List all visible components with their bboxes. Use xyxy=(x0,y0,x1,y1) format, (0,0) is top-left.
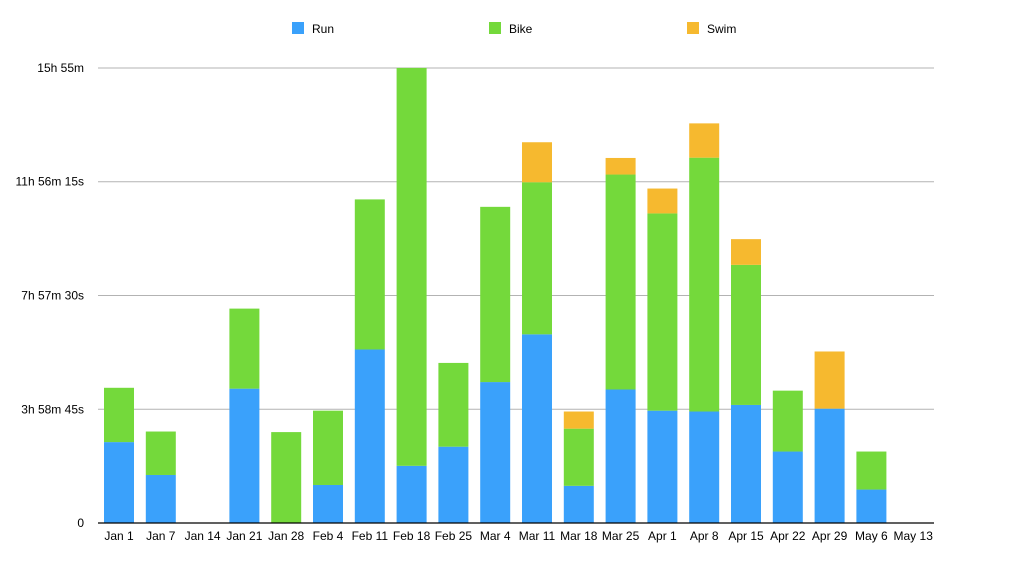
bar-run-jan-21 xyxy=(229,388,260,523)
bar-bike-feb-4 xyxy=(313,410,343,485)
bar-run-apr-1 xyxy=(647,410,678,523)
bar-run-mar-4 xyxy=(480,382,511,523)
x-tick-label: Feb 25 xyxy=(435,529,473,543)
bar-bike-apr-1 xyxy=(647,213,678,411)
bar-bike-jan-7 xyxy=(145,431,176,475)
bar-run-apr-15 xyxy=(731,404,761,523)
x-tick-label: Jan 1 xyxy=(104,529,134,543)
legend-swatch-bike xyxy=(489,22,501,34)
bar-bike-feb-11 xyxy=(354,199,385,350)
bar-bike-mar-4 xyxy=(480,206,511,383)
x-tick-label: Feb 18 xyxy=(393,529,431,543)
bar-bike-mar-18 xyxy=(563,428,594,486)
legend-label-run: Run xyxy=(312,22,334,36)
x-tick-label: Feb 4 xyxy=(313,529,344,543)
bar-bike-jan-1 xyxy=(104,387,134,443)
bar-run-jan-7 xyxy=(145,474,176,523)
x-tick-label: Apr 8 xyxy=(690,529,719,543)
bar-run-mar-25 xyxy=(605,389,636,523)
x-tick-label: Apr 22 xyxy=(770,529,806,543)
legend-swatch-run xyxy=(292,22,304,34)
x-tick-label: Mar 4 xyxy=(480,529,511,543)
bar-swim-apr-29 xyxy=(814,351,845,409)
bar-swim-apr-15 xyxy=(731,239,761,265)
bar-run-apr-22 xyxy=(772,451,803,523)
bar-run-may-6 xyxy=(856,489,887,523)
x-tick-label: Mar 18 xyxy=(560,529,598,543)
x-tick-label: Feb 11 xyxy=(352,529,389,543)
bar-bike-feb-25 xyxy=(438,362,469,447)
x-tick-label: Jan 14 xyxy=(185,529,221,543)
bar-swim-mar-18 xyxy=(563,411,594,429)
x-tick-label: Jan 28 xyxy=(268,529,304,543)
bar-bike-mar-25 xyxy=(605,174,636,390)
bars xyxy=(104,67,887,523)
x-tick-label: Apr 15 xyxy=(728,529,764,543)
bar-run-apr-8 xyxy=(689,411,720,523)
bar-swim-apr-1 xyxy=(647,188,678,214)
legend-label-swim: Swim xyxy=(707,22,736,36)
bar-bike-jan-21 xyxy=(229,308,260,389)
bar-swim-mar-11 xyxy=(522,142,552,183)
bar-run-feb-25 xyxy=(438,446,469,523)
bar-swim-mar-25 xyxy=(605,157,636,175)
bar-run-apr-29 xyxy=(814,408,845,523)
x-tick-label: Mar 11 xyxy=(519,529,556,543)
bar-run-mar-18 xyxy=(563,485,594,523)
y-tick-label: 7h 57m 30s xyxy=(21,289,84,303)
y-tick-label: 3h 58m 45s xyxy=(21,402,84,416)
x-tick-label: Mar 25 xyxy=(602,529,640,543)
x-axis-tick-labels: Jan 1 Jan 7 Jan 14 Jan 21 Jan 28 Feb 4 Feb 11 F… xyxy=(104,529,933,543)
x-tick-label: Jan 7 xyxy=(146,529,176,543)
x-tick-label: May 6 xyxy=(855,529,888,543)
bar-bike-jan-28 xyxy=(271,432,302,523)
x-tick-label: May 13 xyxy=(894,529,934,543)
x-tick-label: Jan 21 xyxy=(226,529,262,543)
bar-bike-apr-8 xyxy=(689,157,720,412)
bar-bike-may-6 xyxy=(856,451,887,490)
legend-label-bike: Bike xyxy=(509,22,533,36)
bar-run-jan-1 xyxy=(104,442,134,523)
legend: Run Bike Swim xyxy=(292,22,736,36)
bar-bike-apr-15 xyxy=(731,264,761,405)
bar-run-feb-4 xyxy=(313,484,343,523)
x-tick-label: Apr 29 xyxy=(812,529,848,543)
y-axis-tick-labels: 0 3h 58m 45s 7h 57m 30s 11h 56m 15s 15h 55m xyxy=(16,61,85,530)
y-tick-label: 15h 55m xyxy=(37,61,84,75)
x-tick-label: Apr 1 xyxy=(648,529,677,543)
gridlines xyxy=(98,67,934,410)
bar-swim-apr-8 xyxy=(689,123,720,158)
y-tick-label: 11h 56m 15s xyxy=(16,175,85,189)
bar-bike-feb-18 xyxy=(396,67,427,466)
legend-swatch-swim xyxy=(687,22,699,34)
bar-run-feb-11 xyxy=(354,349,385,523)
bar-bike-apr-22 xyxy=(772,390,803,452)
bar-run-feb-18 xyxy=(396,465,427,523)
y-tick-label: 0 xyxy=(77,516,84,530)
bar-run-mar-11 xyxy=(522,334,552,523)
bar-bike-mar-11 xyxy=(522,182,552,335)
